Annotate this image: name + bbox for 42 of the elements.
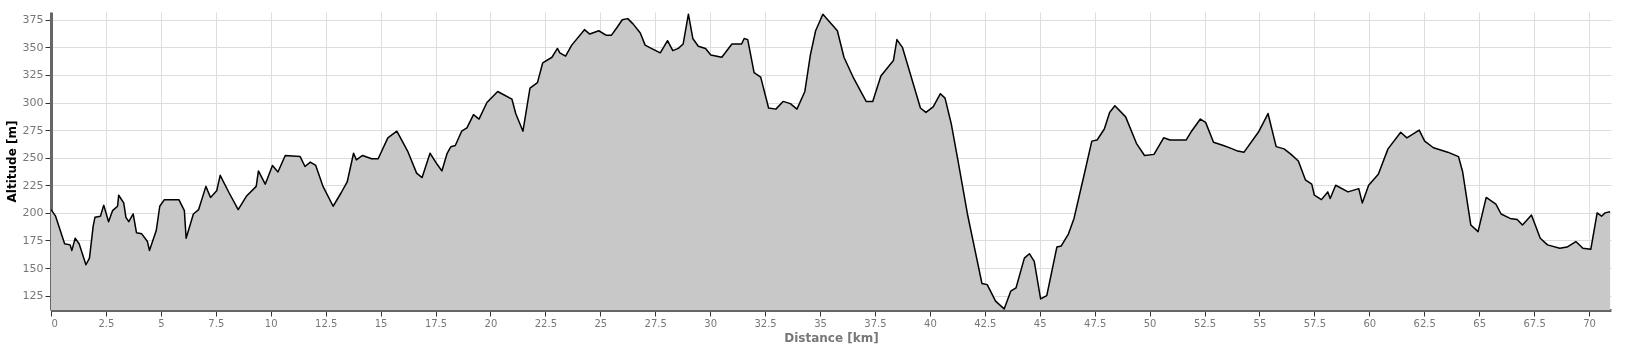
x-tick-label: 30	[704, 317, 718, 329]
x-tick-label: 20	[484, 317, 498, 329]
y-tick-label: 350	[22, 40, 44, 54]
x-tick-label: 5	[158, 317, 165, 329]
y-tick-label: 250	[22, 151, 44, 165]
x-axis-title: Distance [km]	[784, 330, 879, 345]
x-tick-label: 25	[594, 317, 608, 329]
x-tick-label: 35	[814, 317, 827, 329]
y-tick-label: 300	[22, 96, 44, 109]
x-tick-label: 2.5	[98, 317, 115, 329]
x-tick-label: 57.5	[1303, 317, 1327, 329]
y-tick-label: 200	[22, 206, 44, 220]
x-tick-label: 40	[924, 317, 937, 329]
x-tick-label: 50	[1143, 317, 1157, 329]
x-tick-label: 47.5	[1084, 317, 1107, 329]
y-tick-label: 175	[22, 233, 44, 247]
x-tick-label: 42.5	[974, 317, 997, 329]
x-tick-label: 10	[264, 317, 278, 329]
y-tick-label: 275	[22, 123, 44, 137]
x-tick-label: 7.5	[208, 317, 225, 329]
x-tick-label: 27.5	[644, 317, 667, 329]
x-tick-label: 60	[1363, 317, 1377, 329]
x-tick-label: 45	[1033, 317, 1047, 329]
x-tick-label: 70	[1583, 317, 1596, 329]
x-tick-label: 22.5	[534, 317, 557, 329]
x-tick-label: 0	[51, 317, 58, 329]
x-tick-label: 37.5	[864, 317, 887, 329]
y-tick-label: 325	[22, 68, 44, 82]
x-tick-label: 17.5	[424, 317, 448, 329]
y-axis-title: Altitude [m]	[4, 120, 19, 203]
x-tick-label: 32.5	[754, 317, 777, 329]
y-tick-label: 225	[22, 178, 44, 192]
y-tick-label: 375	[22, 13, 44, 27]
x-tick-label: 12.5	[315, 317, 338, 329]
x-tick-label: 67.5	[1523, 317, 1546, 329]
y-tick-label: 150	[22, 261, 44, 275]
x-tick-label: 52.5	[1193, 317, 1217, 329]
x-tick-label: 55	[1253, 317, 1267, 329]
x-tick-label: 62.5	[1413, 317, 1436, 329]
x-tick-label: 15	[374, 317, 388, 329]
y-tick-label: 125	[22, 289, 44, 303]
x-tick-label: 65	[1473, 317, 1487, 329]
